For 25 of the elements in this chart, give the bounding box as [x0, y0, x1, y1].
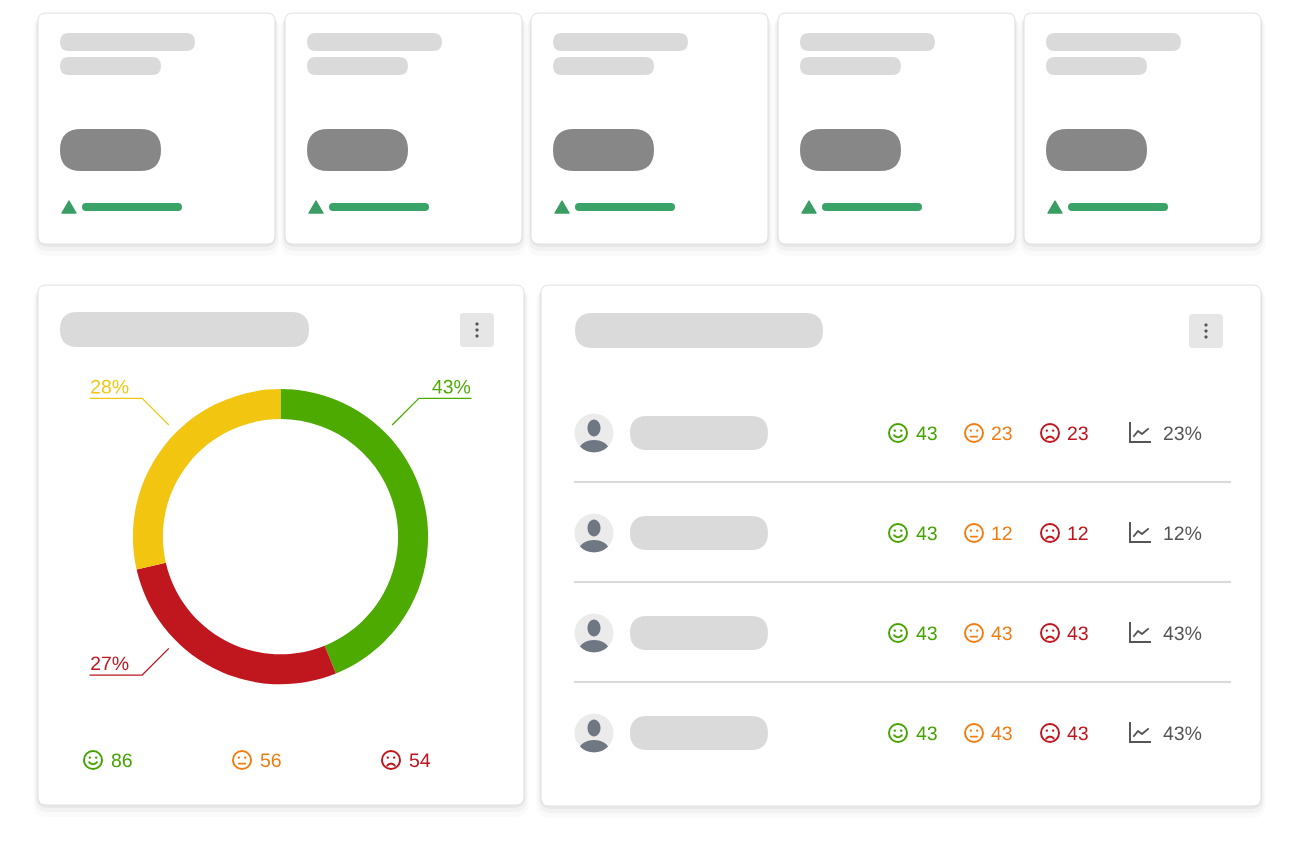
- donut-slice: [280, 389, 429, 674]
- text: 43: [916, 426, 937, 441]
- text: 23: [1067, 426, 1088, 441]
- text: 23%: [1163, 426, 1202, 441]
- text: 43: [991, 626, 1012, 641]
- text: 43: [916, 726, 937, 741]
- data-label: 27%: [91, 656, 129, 671]
- text: 43%: [1163, 726, 1202, 741]
- text: 43%: [1163, 626, 1202, 641]
- text: 12%: [1164, 526, 1202, 541]
- text: 12: [992, 526, 1012, 540]
- donut-slice: [132, 389, 281, 570]
- text: 12: [1068, 526, 1088, 540]
- text: 43: [1067, 626, 1088, 641]
- text: 43: [991, 726, 1012, 741]
- donut-slice: [136, 562, 336, 685]
- text: 56: [260, 753, 281, 768]
- text: 43: [916, 626, 937, 641]
- data-label: 43%: [432, 379, 471, 394]
- text: 23: [991, 426, 1012, 441]
- text: 43: [1067, 726, 1088, 741]
- data-label: 28%: [91, 379, 129, 394]
- text: 54: [409, 753, 431, 768]
- text: 43: [916, 526, 937, 541]
- text: 86: [111, 753, 132, 768]
